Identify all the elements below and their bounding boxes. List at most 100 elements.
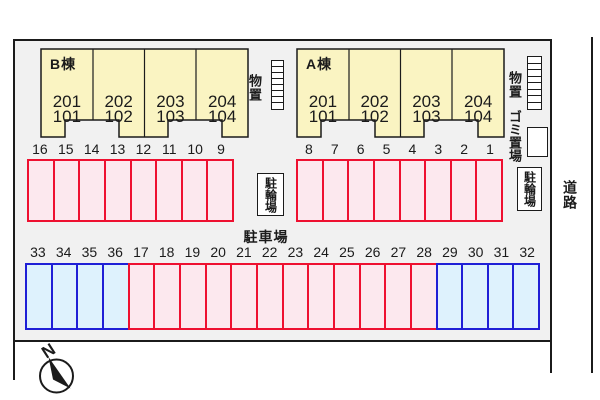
- parking-stall-8: [296, 159, 324, 222]
- stall-number-33: 33: [30, 244, 46, 260]
- parking-stall-20: [204, 263, 233, 330]
- unit-number: 204: [463, 92, 493, 111]
- stall-number-4: 4: [408, 141, 417, 157]
- parking-lot-label: 駐車場: [243, 229, 289, 245]
- unit-number: 201: [52, 92, 82, 111]
- building-b-name: B棟: [50, 56, 77, 72]
- unit-b3: 203 103: [145, 93, 197, 126]
- storage-rack-cell: [272, 73, 283, 79]
- building-a-outline: [296, 48, 505, 138]
- storage-rack-cell: [272, 97, 283, 103]
- storage-rack-a: [527, 56, 542, 110]
- unit-b4: 204 104: [196, 92, 248, 126]
- stall-number-34: 34: [55, 244, 72, 260]
- parking-stall-14: [78, 159, 106, 222]
- parking-stall-11: [155, 159, 183, 222]
- stall-number-31: 31: [493, 244, 510, 260]
- parking-stall-17: [127, 263, 156, 330]
- unit-number: 103: [156, 107, 185, 126]
- stall-number-23: 23: [287, 244, 304, 260]
- north-compass-icon: N: [38, 340, 74, 394]
- stall-number-9: 9: [217, 141, 225, 157]
- unit-a4: 204 104: [452, 92, 504, 126]
- stall-number-28: 28: [416, 244, 432, 260]
- stall-number-2: 2: [460, 141, 469, 157]
- unit-number: 103: [412, 107, 441, 126]
- stall-number-7: 7: [330, 141, 339, 157]
- storage-rack-cell: [272, 67, 283, 73]
- parking-stall-32: [512, 263, 541, 330]
- bicycle-parking-center: 駐輪場: [257, 173, 284, 216]
- parking-stall-13: [103, 159, 132, 222]
- parking-stall-15: [52, 159, 81, 222]
- parking-row1-right: [296, 159, 503, 222]
- unit-number: 204: [207, 92, 237, 111]
- stall-number-11: 11: [162, 141, 177, 157]
- unit-number: 102: [360, 107, 389, 126]
- storage-rack-cell: [272, 61, 283, 67]
- stall-number-36: 36: [107, 244, 123, 260]
- stall-numbers-row1-right: 8 7 6 5 4 3 2 1: [296, 142, 503, 157]
- parking-stall-23: [281, 263, 310, 330]
- building-a: A棟 201 101 202 102 203 103 204 104: [296, 48, 505, 138]
- storage-rack-cell: [272, 85, 283, 91]
- stall-number-26: 26: [364, 244, 381, 260]
- storage-rack-cell: [528, 90, 541, 96]
- parking-stall-30: [461, 263, 489, 330]
- boundary-line-right-extension: [550, 340, 552, 373]
- unit-a3: 203 103: [401, 93, 453, 126]
- building-a-name: A棟: [306, 56, 333, 72]
- parking-stall-10: [180, 159, 209, 222]
- stall-number-30: 30: [467, 244, 484, 260]
- stall-number-3: 3: [434, 141, 443, 157]
- stall-number-27: 27: [390, 244, 407, 260]
- parking-stall-29: [435, 263, 464, 330]
- parking-stall-27: [384, 263, 412, 330]
- bicycle-parking-label: 駐輪場: [522, 171, 537, 207]
- stall-number-22: 22: [261, 244, 278, 260]
- stall-numbers-row1-left: 16 15 14 13 12 11 10 9: [27, 142, 234, 157]
- building-b-units: 201 101 202 102 203 103 204 104: [41, 92, 248, 126]
- stall-number-19: 19: [184, 244, 201, 260]
- garbage-area-box: [527, 127, 548, 157]
- unit-number: 201: [308, 92, 338, 111]
- parking-stall-19: [178, 263, 207, 330]
- storage-rack-cell: [528, 70, 541, 77]
- boundary-line-left-extension: [13, 340, 15, 380]
- bicycle-parking-label: 駐輪場: [263, 176, 278, 213]
- parking-stall-24: [307, 263, 335, 330]
- stall-number-12: 12: [135, 141, 152, 157]
- unit-number: 102: [104, 107, 133, 126]
- parking-stall-1: [475, 159, 503, 222]
- road-label: 道路: [562, 180, 578, 210]
- stall-number-14: 14: [83, 141, 100, 157]
- parking-stall-35: [76, 263, 104, 330]
- parking-row1-left: [27, 159, 234, 222]
- unit-b1: 201 101: [41, 92, 93, 126]
- building-a-units: 201 101 202 102 203 103 204 104: [297, 92, 504, 126]
- storage-label-a: 物置: [507, 71, 522, 99]
- unit-number: 101: [308, 107, 338, 126]
- stall-number-32: 32: [519, 244, 535, 260]
- unit-number: 104: [463, 107, 493, 126]
- stall-number-13: 13: [109, 141, 126, 157]
- road-edge-line: [591, 37, 593, 373]
- unit-a1: 201 101: [297, 92, 349, 126]
- parking-stall-5: [372, 159, 401, 222]
- storage-rack-b: [271, 60, 284, 110]
- stall-numbers-row2: 33 34 35 36 17 18 19 20 21 22 23 24 25 26 27 28 29 30 31 32: [25, 245, 540, 260]
- storage-rack-cell: [272, 79, 283, 85]
- parking-stall-7: [321, 159, 350, 222]
- stall-number-35: 35: [81, 244, 98, 260]
- stall-number-10: 10: [187, 141, 203, 157]
- storage-rack-cell: [272, 91, 283, 97]
- storage-rack-cell: [528, 96, 541, 103]
- parking-row2: [25, 263, 541, 330]
- stall-number-6: 6: [356, 141, 365, 157]
- storage-rack-cell: [272, 103, 283, 109]
- bicycle-parking-right: 駐輪場: [517, 167, 542, 211]
- unit-number: 202: [360, 92, 389, 111]
- unit-number: 104: [207, 107, 237, 126]
- unit-number: 101: [52, 107, 82, 126]
- building-b-outline: [40, 48, 249, 138]
